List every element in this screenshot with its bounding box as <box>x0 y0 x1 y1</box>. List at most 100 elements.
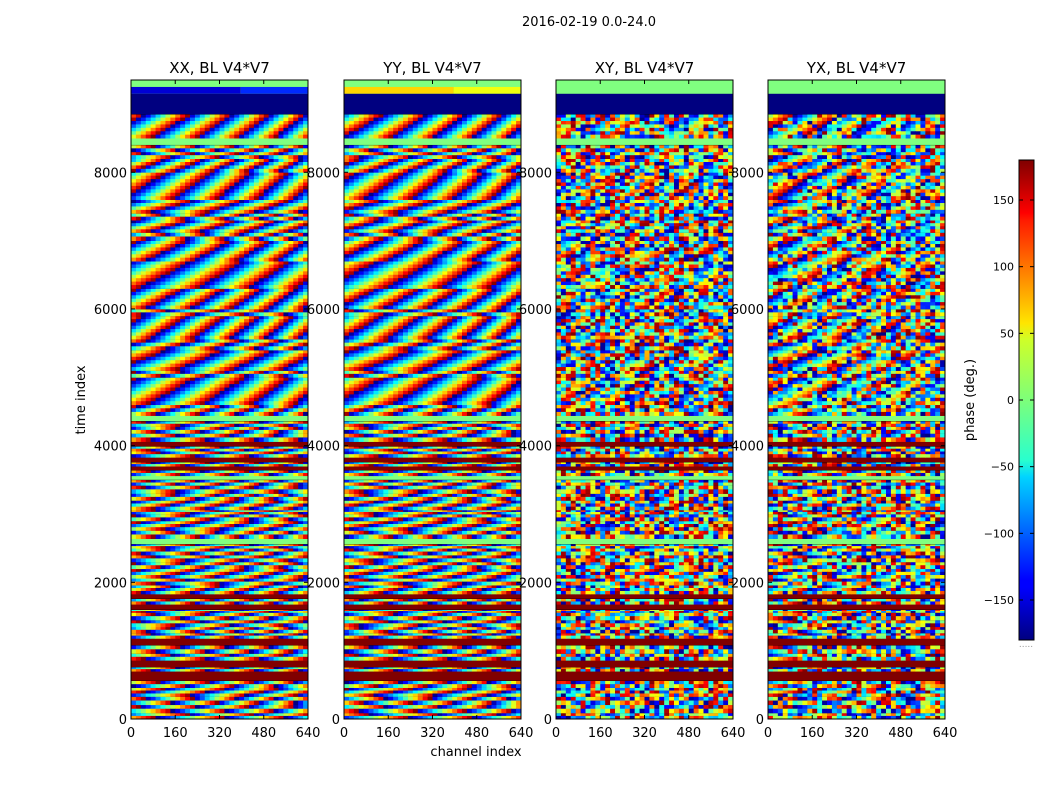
data-cell <box>170 554 176 559</box>
data-cell <box>150 565 156 570</box>
data-cell <box>249 312 255 317</box>
data-cell <box>268 339 274 344</box>
data-cell <box>204 370 211 375</box>
data-cell <box>293 565 299 570</box>
data-cell <box>155 421 161 425</box>
data-cell <box>219 429 225 434</box>
data-cell <box>214 581 220 586</box>
data-cell <box>190 390 196 395</box>
data-cell <box>190 649 196 654</box>
data-cell <box>170 423 176 427</box>
data-cell <box>263 544 270 547</box>
data-cell <box>273 448 279 452</box>
data-cell <box>165 223 171 227</box>
data-cell <box>234 470 240 474</box>
data-cell <box>190 623 196 628</box>
data-cell <box>288 285 294 289</box>
data-cell <box>268 370 274 375</box>
data-cell <box>249 377 255 382</box>
data-cell <box>165 712 171 717</box>
data-cell <box>268 482 274 486</box>
data-cell <box>170 561 176 566</box>
data-cell <box>258 223 265 227</box>
data-cell <box>268 360 274 365</box>
data-cell <box>180 226 186 230</box>
data-cell <box>165 332 171 337</box>
data-cell <box>268 524 274 528</box>
data-cell <box>303 656 309 661</box>
data-cell <box>175 548 181 552</box>
data-cell <box>204 616 211 621</box>
data-cell <box>155 575 161 579</box>
data-cell <box>293 485 299 490</box>
data-cell <box>303 623 309 628</box>
data-cell <box>214 229 220 233</box>
data-cell <box>239 712 245 717</box>
data-cell <box>131 470 137 474</box>
data-cell <box>293 390 299 395</box>
data-cell <box>140 534 147 539</box>
data-cell <box>199 226 206 230</box>
data-cell <box>298 315 304 320</box>
data-cell <box>140 482 147 486</box>
data-cell <box>253 534 260 539</box>
data-cell <box>244 305 250 310</box>
data-cell <box>229 500 235 504</box>
data-cell <box>165 356 171 361</box>
data-cell <box>185 278 191 283</box>
data-cell <box>219 561 225 566</box>
data-cell <box>244 503 250 508</box>
data-cell <box>268 635 274 639</box>
data-cell <box>303 370 309 375</box>
data-cell <box>303 216 309 221</box>
data-cell <box>253 302 260 306</box>
data-cell <box>170 349 176 354</box>
data-cell <box>135 437 142 442</box>
data-cell <box>244 446 250 450</box>
data-cell <box>239 632 245 637</box>
data-cell <box>298 623 304 628</box>
data-cell <box>278 367 284 371</box>
data-cell <box>298 482 304 486</box>
data-cell <box>244 264 250 269</box>
data-cell <box>258 226 265 230</box>
data-cell <box>239 571 245 576</box>
data-cell <box>224 247 230 252</box>
data-cell <box>131 360 137 365</box>
data-cell <box>283 429 289 434</box>
data-cell <box>273 513 279 518</box>
data-cell <box>239 578 245 583</box>
data-cell <box>249 363 255 368</box>
data-cell <box>288 612 294 617</box>
data-cell <box>185 236 191 241</box>
data-cell <box>244 349 250 354</box>
data-cell <box>145 305 152 310</box>
data-cell <box>253 585 260 589</box>
data-cell <box>155 548 161 552</box>
data-cell <box>224 454 230 458</box>
data-cell <box>268 551 274 556</box>
data-cell <box>165 448 171 452</box>
data-cell <box>165 322 171 327</box>
data-cell <box>298 401 304 406</box>
data-cell <box>234 236 240 241</box>
data-cell <box>145 319 152 323</box>
data-cell <box>288 554 294 559</box>
data-cell <box>268 712 274 717</box>
data-cell <box>180 558 186 563</box>
data-cell <box>209 390 215 395</box>
data-cell <box>253 623 260 628</box>
data-cell <box>190 236 196 241</box>
data-cell <box>224 578 230 583</box>
data-cell <box>135 229 142 233</box>
data-cell <box>293 332 299 337</box>
data-cell <box>278 684 284 688</box>
data-cell <box>160 527 166 531</box>
data-cell <box>190 712 196 717</box>
data-cell <box>263 687 270 691</box>
data-cell <box>194 426 201 431</box>
data-cell <box>150 524 156 528</box>
data-cell <box>298 500 304 504</box>
data-cell <box>180 257 186 262</box>
data-cell <box>268 590 274 595</box>
